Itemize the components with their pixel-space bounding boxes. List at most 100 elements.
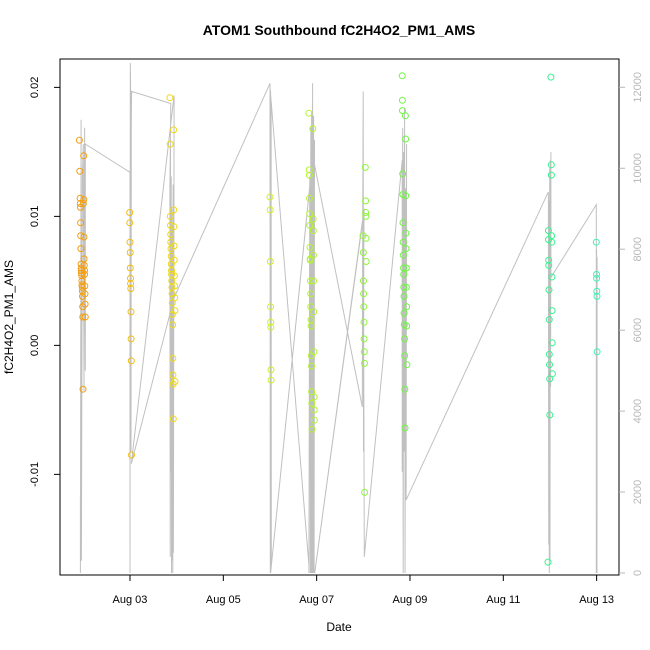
- data-point: [306, 256, 314, 264]
- data-point: [310, 393, 318, 401]
- x-tick-label: Aug 13: [579, 594, 614, 606]
- y-tick-label: -0.01: [29, 462, 41, 487]
- data-point: [401, 335, 408, 343]
- data-point: [545, 316, 553, 324]
- data-point: [127, 280, 135, 287]
- data-point: [81, 267, 88, 275]
- data-point: [592, 238, 600, 246]
- data-point: [77, 260, 85, 268]
- data-point: [400, 270, 408, 278]
- data-point: [79, 313, 87, 321]
- data-point: [544, 558, 552, 566]
- data-point: [310, 308, 318, 316]
- data-point: [169, 371, 177, 379]
- data-point: [266, 193, 274, 201]
- data-point: [593, 292, 601, 300]
- data-point: [171, 282, 179, 290]
- data-point: [169, 321, 177, 329]
- y-tick-label: 0.00: [29, 335, 41, 356]
- data-point: [399, 107, 406, 115]
- data-point: [170, 206, 178, 214]
- data-point: [308, 399, 316, 407]
- data-point: [306, 194, 313, 202]
- data-point: [77, 219, 85, 227]
- data-point: [127, 335, 135, 343]
- data-point: [77, 232, 85, 240]
- x-tick-label: Aug 11: [486, 594, 520, 606]
- data-point: [362, 258, 370, 265]
- data-point: [170, 272, 178, 280]
- data-point: [399, 219, 407, 227]
- data-point: [266, 206, 274, 214]
- data-point: [547, 161, 555, 169]
- data-point: [166, 212, 174, 220]
- data-point: [398, 72, 406, 80]
- data-point: [171, 307, 179, 315]
- data-point: [310, 416, 318, 424]
- data-point: [362, 234, 370, 242]
- data-point: [545, 256, 553, 264]
- data-point: [545, 286, 553, 294]
- data-point: [401, 352, 409, 360]
- data-point: [362, 212, 370, 220]
- data-point: [267, 366, 275, 374]
- chart-title: ATOM1 Southbound fC2H4O2_PM1_AMS: [203, 22, 476, 38]
- altitude-line: [79, 62, 598, 574]
- x-tick-label: Aug 07: [299, 594, 334, 606]
- data-point: [548, 232, 556, 240]
- data-point: [127, 274, 134, 282]
- data-point: [593, 270, 600, 278]
- data-point: [310, 406, 318, 414]
- data-point: [360, 348, 368, 356]
- y2-tick-label: 0: [632, 570, 644, 576]
- data-point: [548, 273, 556, 281]
- x-tick-label: Aug 03: [113, 594, 148, 606]
- data-point: [79, 385, 87, 393]
- data-point: [360, 303, 368, 311]
- y-tick-label: 0.01: [29, 206, 41, 227]
- data-point: [360, 318, 368, 326]
- data-point: [548, 307, 556, 315]
- data-point: [362, 209, 370, 216]
- data-point: [402, 229, 410, 237]
- data-point: [402, 192, 410, 200]
- data-point: [546, 411, 554, 419]
- data-point: [401, 112, 409, 120]
- data-point: [170, 223, 178, 231]
- data-point: [400, 292, 408, 300]
- data-point: [80, 255, 88, 263]
- data-point: [126, 264, 134, 272]
- data-point: [359, 249, 367, 256]
- data-point: [593, 348, 601, 356]
- data-point: [402, 135, 410, 143]
- data-point: [306, 210, 314, 218]
- data-point: [360, 277, 367, 285]
- data-point: [400, 283, 408, 291]
- data-point: [362, 197, 370, 205]
- scatter-points: [75, 72, 601, 566]
- data-point: [309, 227, 317, 235]
- data-point: [309, 251, 317, 259]
- data-point: [127, 357, 135, 365]
- y-tick-label: 0.02: [29, 77, 41, 98]
- data-point: [80, 233, 88, 241]
- data-point: [76, 167, 84, 175]
- data-point: [267, 323, 275, 331]
- data-point: [361, 163, 369, 171]
- y2-tick-label: 4000: [632, 399, 644, 423]
- data-point: [310, 348, 318, 356]
- y2-tick-label: 2000: [632, 480, 644, 504]
- y-axis-left: -0.01 0.00 0.01 0.02: [29, 77, 60, 487]
- data-point: [126, 219, 134, 227]
- data-point: [308, 425, 316, 433]
- y2-tick-label: 12000: [632, 72, 644, 103]
- data-point: [401, 424, 409, 432]
- data-point: [81, 313, 89, 321]
- data-point: [81, 270, 89, 278]
- y2-tick-label: 8000: [632, 237, 644, 261]
- data-point: [403, 303, 411, 311]
- data-point: [169, 354, 177, 362]
- data-point: [399, 238, 407, 246]
- data-point: [547, 171, 555, 179]
